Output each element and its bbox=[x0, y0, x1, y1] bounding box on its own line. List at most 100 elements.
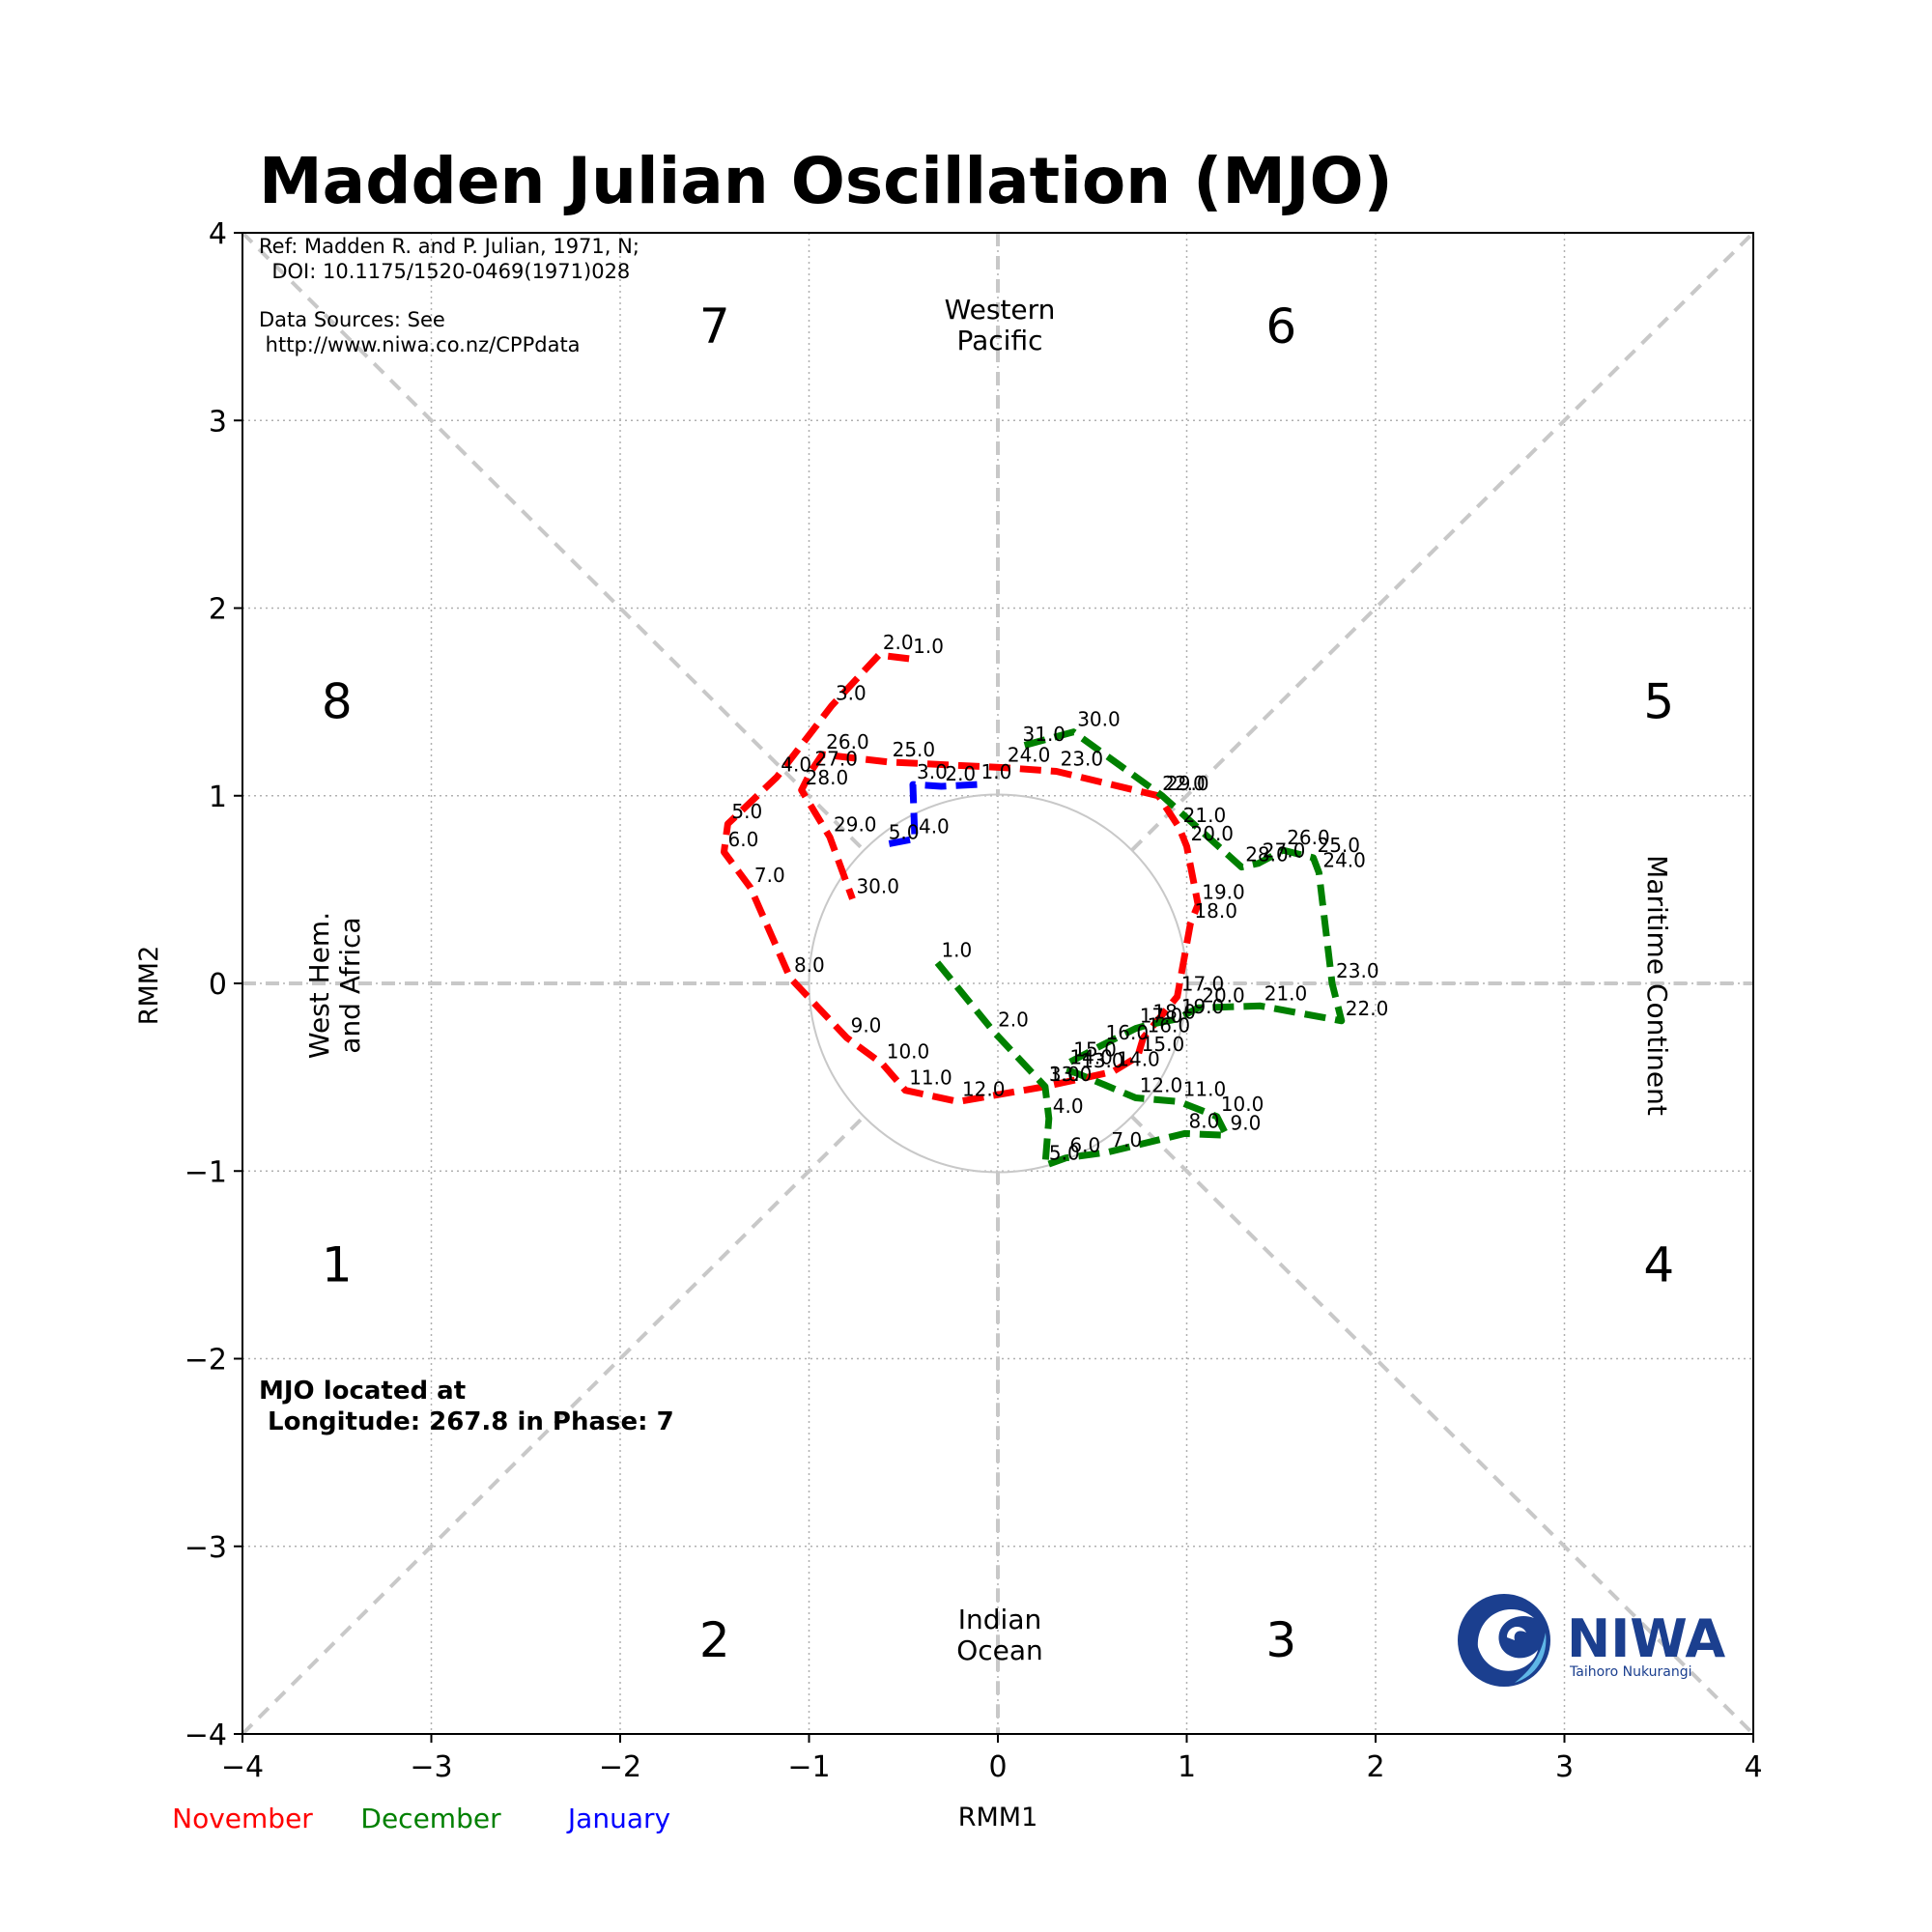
point-label: 1.0 bbox=[913, 635, 944, 658]
point-label: 28.0 bbox=[1245, 843, 1289, 867]
point-label: 4.0 bbox=[919, 814, 950, 838]
point-label: 14.0 bbox=[1069, 1045, 1113, 1068]
series-lines bbox=[721, 651, 1346, 1169]
point-label: 13.0 bbox=[1049, 1063, 1093, 1086]
unit-circle bbox=[808, 793, 1188, 1174]
point-label: 26.0 bbox=[826, 730, 869, 753]
point-label: 27.0 bbox=[814, 747, 858, 770]
phase-label-4: 4 bbox=[1643, 1236, 1674, 1293]
legend-november: November bbox=[172, 1803, 313, 1834]
chart-title: Madden Julian Oscillation (MJO) bbox=[259, 144, 1393, 218]
x-tick-label: 1 bbox=[1178, 1750, 1196, 1784]
point-label: 19.0 bbox=[1181, 995, 1225, 1018]
phase-boundaries bbox=[241, 231, 1755, 1736]
point-label: 31.0 bbox=[1023, 723, 1066, 746]
point-label: 30.0 bbox=[856, 875, 899, 898]
point-label: 7.0 bbox=[1111, 1128, 1142, 1151]
region-top-line1: Western bbox=[945, 294, 1056, 326]
region-right: Maritime Continent bbox=[1641, 855, 1673, 1116]
niwa-wordmark: NIWA bbox=[1567, 1608, 1725, 1669]
region-top-line2: Pacific bbox=[957, 325, 1043, 356]
status-line-2: Longitude: 267.8 in Phase: 7 bbox=[259, 1407, 674, 1436]
point-label: 3.0 bbox=[917, 760, 948, 783]
point-label: 2.0 bbox=[998, 1009, 1029, 1032]
y-axis-label: RMM2 bbox=[134, 946, 164, 1026]
point-label: 18.0 bbox=[1194, 899, 1237, 923]
point-label: 6.0 bbox=[728, 828, 759, 851]
y-tick-label: 3 bbox=[209, 405, 227, 439]
reference-line-2: DOI: 10.1175/1520-0469(1971)028 bbox=[259, 260, 630, 283]
series-line-january bbox=[884, 781, 978, 848]
point-label: 6.0 bbox=[1069, 1134, 1100, 1157]
point-label: 29.0 bbox=[834, 812, 877, 836]
y-tick-label: −4 bbox=[185, 1719, 227, 1752]
point-label: 2.0 bbox=[945, 762, 976, 785]
diagonal-upper-right bbox=[1130, 231, 1755, 852]
point-label: 16.0 bbox=[1106, 1021, 1150, 1044]
point-label: 28.0 bbox=[806, 766, 849, 789]
legend-january: January bbox=[566, 1803, 670, 1834]
phase-label-5: 5 bbox=[1643, 674, 1674, 730]
point-label: 24.0 bbox=[1322, 848, 1366, 871]
y-tick-label: −2 bbox=[185, 1344, 227, 1378]
axis-ticks: −4 −3 −2 −1 0 1 2 3 4 −4 −3 −2 −1 0 1 2 3 4 bbox=[185, 217, 1763, 1784]
status-line-1: MJO located at bbox=[259, 1377, 466, 1406]
point-label: 19.0 bbox=[1202, 880, 1245, 903]
point-label: 5.0 bbox=[731, 800, 762, 823]
point-label: 22.0 bbox=[1162, 772, 1206, 795]
point-label: 24.0 bbox=[1008, 744, 1051, 767]
point-label: 16.0 bbox=[1148, 1013, 1191, 1037]
x-tick-label: −1 bbox=[787, 1750, 830, 1784]
x-tick-label: 4 bbox=[1744, 1750, 1762, 1784]
point-label: 26.0 bbox=[1287, 826, 1330, 849]
point-label: 18.0 bbox=[1152, 1001, 1196, 1024]
point-label: 11.0 bbox=[1183, 1077, 1227, 1100]
x-tick-label: 3 bbox=[1555, 1750, 1574, 1784]
region-left-line1: West Hem. bbox=[303, 912, 335, 1059]
point-label: 4.0 bbox=[781, 753, 811, 776]
series-line-december bbox=[934, 728, 1346, 1169]
point-label: 5.0 bbox=[1049, 1141, 1080, 1164]
region-left-line2: and Africa bbox=[334, 917, 366, 1053]
point-label: 15.0 bbox=[1142, 1033, 1185, 1056]
point-label: 27.0 bbox=[1263, 839, 1306, 863]
y-tick-label: −1 bbox=[185, 1155, 227, 1189]
x-tick-label: 2 bbox=[1366, 1750, 1384, 1784]
point-label: 10.0 bbox=[887, 1040, 930, 1064]
point-label: 10.0 bbox=[1221, 1093, 1264, 1116]
phase-label-1: 1 bbox=[322, 1236, 353, 1293]
point-label: 13.0 bbox=[1081, 1049, 1124, 1072]
point-label: 9.0 bbox=[851, 1013, 882, 1037]
point-label: 17.0 bbox=[1181, 973, 1225, 996]
point-label: 25.0 bbox=[893, 738, 936, 761]
point-label: 14.0 bbox=[1117, 1047, 1160, 1070]
source-line-1: Data Sources: See bbox=[259, 308, 445, 331]
point-label: 4.0 bbox=[1053, 1094, 1084, 1118]
niwa-swirl-icon bbox=[1458, 1594, 1550, 1687]
point-label: 11.0 bbox=[909, 1066, 952, 1090]
diagonal-lower-right bbox=[1130, 1115, 1755, 1736]
point-label: 1.0 bbox=[941, 939, 972, 962]
point-label: 12.0 bbox=[962, 1077, 1006, 1100]
point-label: 30.0 bbox=[1077, 708, 1121, 731]
point-label: 3.0 bbox=[836, 682, 867, 705]
legend-december: December bbox=[360, 1803, 501, 1834]
point-label: 21.0 bbox=[1183, 804, 1227, 827]
point-label: 15.0 bbox=[1073, 1038, 1117, 1062]
niwa-subtitle: Taihoro Nukurangi bbox=[1569, 1664, 1692, 1680]
point-labels: 1.02.03.04.05.06.07.08.09.010.011.0 12.01… bbox=[728, 631, 1389, 1164]
point-label: 23.0 bbox=[1061, 747, 1104, 770]
point-label: 20.0 bbox=[1191, 822, 1235, 845]
point-label: 22.0 bbox=[1346, 997, 1389, 1020]
point-label: 17.0 bbox=[1140, 1005, 1183, 1028]
point-label: 29.0 bbox=[1166, 772, 1209, 795]
region-bottom-line1: Indian bbox=[958, 1604, 1041, 1635]
phase-label-3: 3 bbox=[1265, 1612, 1296, 1668]
phase-label-6: 6 bbox=[1265, 298, 1296, 355]
y-tick-label: 4 bbox=[209, 217, 227, 251]
diagonal-lower-left bbox=[241, 1115, 866, 1736]
point-label: 25.0 bbox=[1317, 834, 1360, 857]
point-label: 12.0 bbox=[1140, 1073, 1183, 1096]
region-bottom-line2: Ocean bbox=[956, 1634, 1043, 1666]
point-label: 21.0 bbox=[1264, 981, 1308, 1005]
